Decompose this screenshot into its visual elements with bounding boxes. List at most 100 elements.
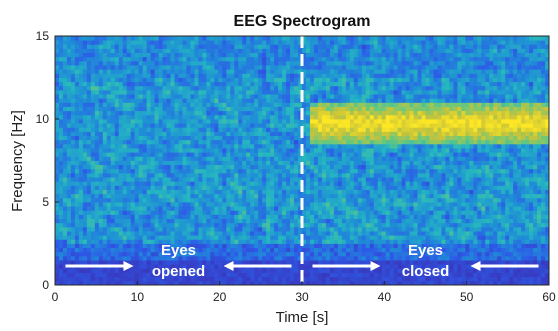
- heatmap-cell: [377, 226, 383, 232]
- heatmap-cell: [537, 127, 542, 132]
- heatmap-cell: [477, 202, 482, 207]
- heatmap-cell: [541, 247, 546, 253]
- heatmap-cell: [58, 202, 64, 207]
- heatmap-cell: [401, 214, 406, 219]
- heatmap-cell: [146, 189, 152, 195]
- heatmap-cell: [214, 119, 219, 124]
- heatmap-cell: [118, 268, 124, 273]
- heatmap-cell: [345, 135, 351, 141]
- heatmap-cell: [313, 181, 319, 186]
- heatmap-cell: [158, 243, 163, 249]
- heatmap-cell: [385, 177, 391, 182]
- heatmap-cell: [521, 193, 526, 199]
- heatmap-cell: [405, 276, 410, 282]
- heatmap-cell: [441, 260, 446, 265]
- heatmap-cell: [517, 226, 522, 232]
- heatmap-cell: [381, 160, 387, 166]
- heatmap-cell: [545, 148, 549, 153]
- heatmap-cell: [234, 226, 239, 232]
- heatmap-cell: [397, 160, 402, 166]
- heatmap-cell: [126, 131, 132, 136]
- heatmap-cell: [461, 214, 466, 219]
- heatmap-cell: [541, 172, 546, 178]
- heatmap-cell: [497, 210, 502, 215]
- heatmap-cell: [537, 131, 542, 136]
- heatmap-cell: [321, 127, 327, 132]
- heatmap-cell: [110, 255, 116, 261]
- heatmap-cell: [270, 172, 275, 178]
- heatmap-cell: [425, 143, 430, 149]
- heatmap-cell: [509, 280, 514, 285]
- heatmap-cell: [270, 243, 275, 249]
- heatmap-cell: [413, 235, 418, 240]
- heatmap-cell: [445, 160, 450, 166]
- heatmap-cell: [142, 119, 148, 124]
- heatmap-cell: [286, 143, 291, 149]
- heatmap-cell: [210, 243, 215, 249]
- heatmap-cell: [126, 135, 132, 141]
- heatmap-cell: [174, 268, 179, 273]
- heatmap-cell: [493, 152, 498, 157]
- heatmap-cell: [70, 131, 76, 136]
- heatmap-cell: [469, 156, 474, 161]
- heatmap-cell: [82, 143, 88, 149]
- heatmap-cell: [341, 177, 347, 182]
- heatmap-cell: [545, 218, 549, 224]
- heatmap-cell: [298, 210, 303, 215]
- heatmap-cell: [102, 243, 108, 249]
- heatmap-cell: [489, 164, 494, 170]
- heatmap-cell: [481, 235, 486, 240]
- heatmap-cell: [465, 218, 470, 224]
- heatmap-cell: [417, 181, 422, 186]
- heatmap-cell: [94, 148, 100, 153]
- heatmap-cell: [86, 160, 92, 166]
- heatmap-cell: [126, 214, 132, 219]
- heatmap-cell: [190, 222, 195, 228]
- heatmap-cell: [425, 185, 430, 190]
- heatmap-cell: [421, 181, 426, 186]
- heatmap-cell: [278, 177, 283, 182]
- heatmap-cell: [337, 131, 343, 136]
- heatmap-cell: [377, 131, 383, 136]
- heatmap-cell: [545, 193, 549, 199]
- heatmap-cell: [477, 222, 482, 228]
- heatmap-cell: [461, 206, 466, 211]
- heatmap-cell: [238, 160, 243, 166]
- heatmap-cell: [417, 139, 422, 145]
- heatmap-cell: [234, 119, 239, 124]
- heatmap-cell: [282, 214, 287, 219]
- heatmap-cell: [170, 119, 175, 124]
- heatmap-cell: [302, 268, 307, 273]
- heatmap-cell: [493, 247, 498, 253]
- heatmap-cell: [146, 114, 152, 120]
- heatmap-cell: [290, 164, 295, 170]
- heatmap-cell: [262, 243, 267, 249]
- heatmap-cell: [333, 272, 339, 278]
- heatmap-cell: [254, 272, 259, 278]
- heatmap-cell: [381, 251, 387, 257]
- heatmap-cell: [186, 185, 191, 190]
- heatmap-cell: [78, 127, 84, 132]
- heatmap-cell: [437, 152, 442, 157]
- heatmap-cell: [345, 172, 351, 178]
- heatmap-cell: [226, 172, 231, 178]
- heatmap-cell: [142, 168, 148, 174]
- heatmap-cell: [445, 164, 450, 170]
- heatmap-cell: [417, 197, 422, 203]
- heatmap-cell: [417, 251, 422, 257]
- heatmap-cell: [302, 218, 307, 224]
- heatmap-cell: [286, 172, 291, 178]
- heatmap-cell: [361, 251, 367, 257]
- heatmap-cell: [365, 172, 371, 178]
- heatmap-cell: [445, 148, 450, 153]
- heatmap-cell: [325, 168, 331, 174]
- heatmap-cell: [166, 185, 171, 190]
- heatmap-cell: [126, 143, 132, 149]
- heatmap-cell: [230, 193, 235, 199]
- heatmap-cell: [377, 123, 383, 128]
- heatmap-cell: [134, 185, 140, 190]
- heatmap-cell: [198, 185, 203, 190]
- heatmap-cell: [501, 152, 506, 157]
- heatmap-cell: [485, 139, 490, 145]
- heatmap-cell: [521, 185, 526, 190]
